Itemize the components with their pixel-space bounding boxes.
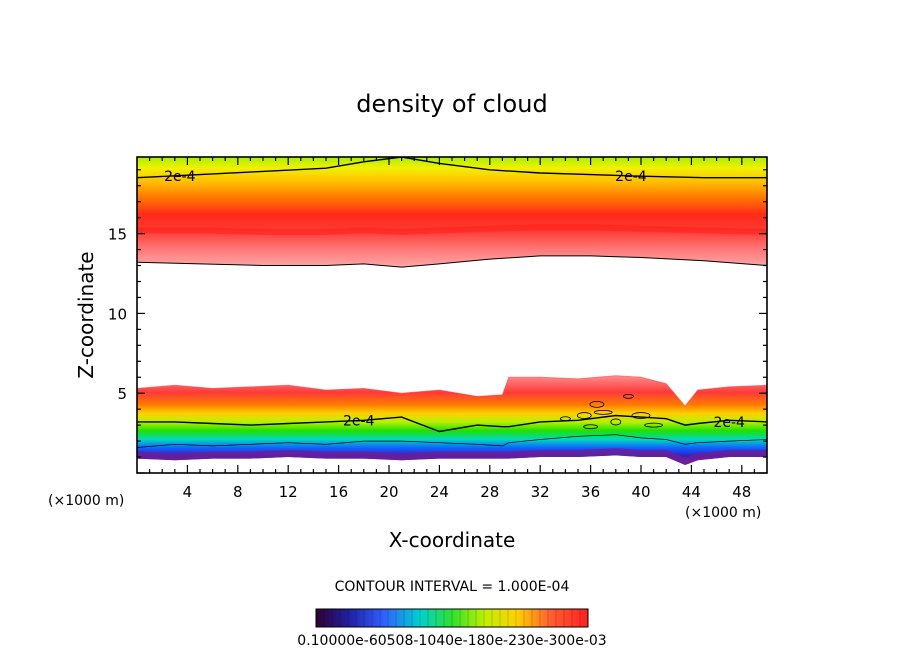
- upper-layer-edge-contour: [137, 255, 767, 268]
- colorbar-frame: [315, 608, 589, 628]
- x-tick-label: 32: [531, 483, 550, 501]
- y-axis-label: Z-coordinate: [74, 251, 98, 378]
- x-tick-label: 20: [379, 483, 398, 501]
- scattered-contour-mark: [631, 412, 651, 419]
- scattered-contour-mark: [560, 416, 571, 422]
- x-axis-label: X-coordinate: [389, 528, 516, 552]
- scattered-contour-mark: [610, 418, 622, 426]
- x-tick-label: 36: [581, 483, 600, 501]
- y-tick-label: 10: [108, 305, 127, 323]
- x-unit-right: (×1000 m): [685, 505, 761, 521]
- upper-cloud-layer: [137, 157, 767, 268]
- chart-title: density of cloud: [356, 90, 547, 118]
- lower-layer-base-band: [137, 448, 767, 465]
- lower-contour-line: [137, 414, 767, 433]
- x-tick-label: 12: [279, 483, 298, 501]
- contour-interval-text: CONTOUR INTERVAL = 1.000E-04: [335, 579, 570, 595]
- contour-label: 2e-4: [164, 169, 196, 185]
- scattered-contour-mark: [583, 424, 598, 430]
- scattered-contour-mark: [623, 393, 634, 399]
- x-tick-label: 28: [480, 483, 499, 501]
- colorbar-labels: 0.10000e-60508-1040e-180e-230e-300e-03: [297, 633, 606, 649]
- y-tick-label: 15: [108, 226, 127, 244]
- contour-label: 2e-4: [343, 413, 375, 429]
- scattered-contour-mark: [576, 412, 592, 419]
- contour-label: 2e-4: [713, 415, 745, 431]
- x-tick-label: 16: [329, 483, 348, 501]
- upper-cloud-core: [137, 224, 767, 236]
- lower-layer-edge-contour: [137, 375, 767, 407]
- scattered-contour-marks: [560, 393, 663, 430]
- x-unit-left: (×1000 m): [48, 493, 124, 509]
- y-tick-label: 5: [117, 385, 127, 403]
- scattered-contour-mark: [644, 422, 663, 428]
- x-tick-label: 4: [183, 483, 193, 501]
- x-tick-label: 40: [631, 483, 650, 501]
- contour-labels: 2e-4 2e-4 2e-4 2e-4: [164, 169, 745, 431]
- x-tick-label: 8: [233, 483, 243, 501]
- lower-inner-contour-line: [137, 434, 767, 448]
- axis-ticks: [137, 157, 767, 474]
- scattered-contour-mark: [589, 400, 605, 408]
- contour-label: 2e-4: [615, 169, 647, 185]
- x-tick-label: 24: [430, 483, 449, 501]
- x-tick-label: 48: [732, 483, 751, 501]
- scattered-contour-mark: [593, 409, 613, 415]
- colorbar-divisions: [323, 609, 581, 627]
- data-layers: 2e-4 2e-4 2e-4 2e-4: [137, 157, 767, 465]
- x-tick-label: 44: [682, 483, 701, 501]
